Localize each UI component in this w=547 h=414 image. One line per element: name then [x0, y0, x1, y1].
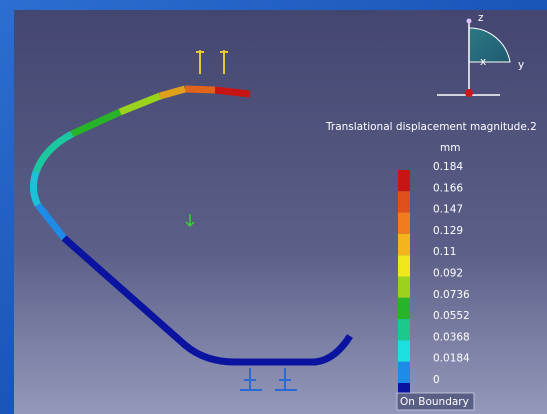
legend-label: 0.166 — [433, 182, 463, 194]
legend-swatch — [398, 191, 410, 212]
legend-label: 0.11 — [433, 246, 456, 258]
legend-label: 0.092 — [433, 268, 463, 280]
legend-swatch — [398, 362, 410, 383]
legend-title: Translational displacement magnitude.2 — [325, 121, 537, 133]
legend-footer: On Boundary — [400, 396, 469, 408]
legend-label: 0.0552 — [433, 310, 470, 322]
legend-swatch — [398, 255, 410, 276]
legend-label: 0.0184 — [433, 353, 470, 365]
legend-label: 0.184 — [433, 161, 463, 173]
axis-y: y — [518, 59, 524, 71]
axis-z: z — [478, 12, 484, 24]
legend-swatch — [398, 170, 410, 191]
legend-swatch — [398, 340, 410, 361]
legend-label: 0.129 — [433, 225, 463, 237]
legend-unit: mm — [440, 142, 460, 154]
legend-swatch — [398, 234, 410, 255]
legend-label: 0 — [433, 374, 440, 386]
legend-label: 0.0368 — [433, 331, 470, 343]
axis-x: x — [480, 56, 486, 68]
legend-swatch — [398, 298, 410, 319]
legend-swatch — [398, 213, 410, 234]
legend-swatch — [398, 319, 410, 340]
legend-swatch — [398, 277, 410, 298]
viewer: z x y Translational displacement magnitu… — [0, 0, 547, 414]
legend-label: 0.147 — [433, 204, 463, 216]
legend-label: 0.0736 — [433, 289, 470, 301]
